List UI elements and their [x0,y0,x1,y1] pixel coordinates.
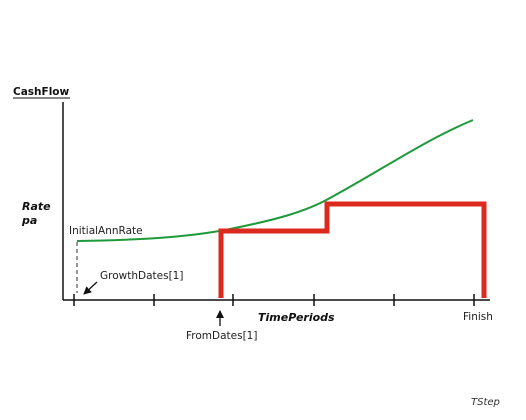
rate-label-line2: pa [21,214,37,227]
finish-label: Finish [463,311,493,323]
growth-pointer-icon [83,281,98,295]
y-axis-title: CashFlow [13,86,70,98]
time-periods-label: TimePeriods [258,311,335,324]
step-function [218,201,487,298]
from-dates-label: FromDates[1] [186,330,257,342]
growth-dates-label: GrowthDates[1] [100,270,183,282]
initial-rate-label: InitialAnnRate [69,225,143,237]
x-axis-ticks [73,294,475,306]
growth-curve [76,119,474,242]
tstep-label: TStep [471,397,500,408]
rate-label-line1: Rate [22,200,51,213]
